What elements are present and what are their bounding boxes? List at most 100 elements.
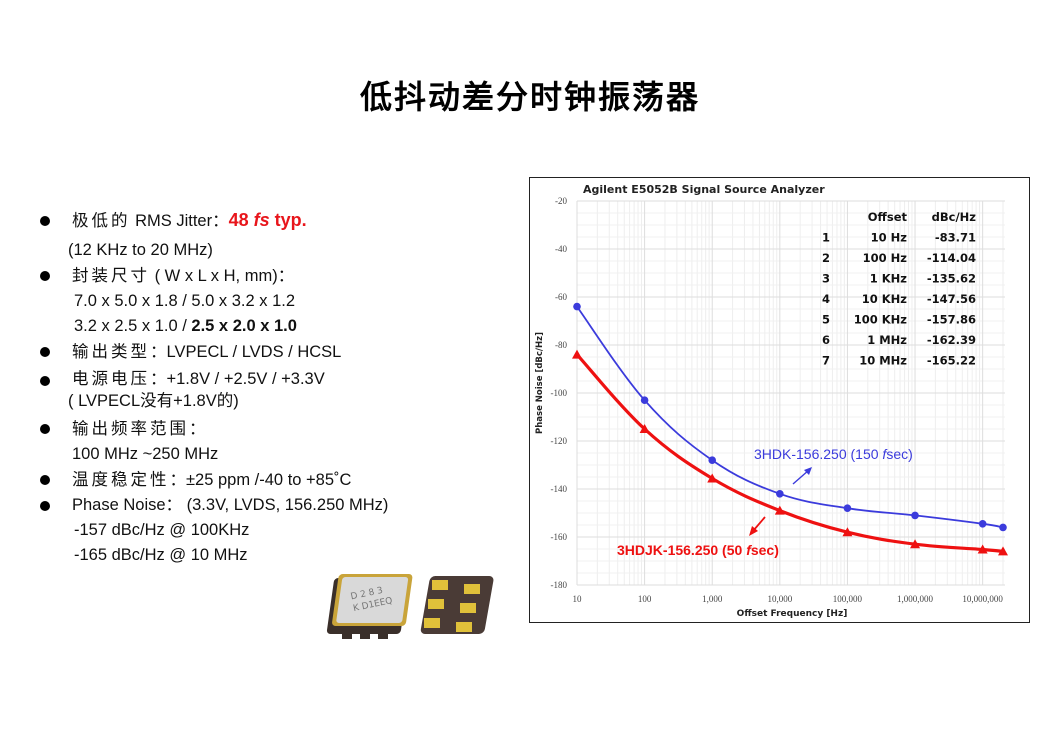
table-row-index: 5 bbox=[822, 313, 830, 327]
spec-line: -157 dBc/Hz @ 100KHz bbox=[74, 521, 250, 539]
jitter-highlight: 48 fs typ. bbox=[228, 210, 307, 230]
spec-phase-noise: Phase Noise： (3.3V, LVDS, 156.250 MHz) -… bbox=[38, 493, 498, 568]
spec-text: ： bbox=[189, 420, 206, 438]
spec-line-text: 3.2 x 2.5 x 1.0 / bbox=[74, 317, 192, 335]
chart-title: Agilent E5052B Signal Source Analyzer bbox=[583, 183, 825, 196]
bullet-icon bbox=[40, 216, 50, 226]
table-row-value: -147.56 bbox=[927, 292, 976, 306]
triangle-marker-icon bbox=[639, 424, 650, 433]
table-row-offset: 10 KHz bbox=[862, 292, 908, 306]
spec-output-type: 输出类型：LVPECL / LVDS / HCSL bbox=[38, 339, 498, 365]
circle-marker-icon bbox=[776, 490, 784, 498]
x-tick-label: 1,000,000 bbox=[897, 594, 934, 604]
table-row-offset: 10 MHz bbox=[859, 354, 907, 368]
triangle-marker-icon bbox=[842, 527, 853, 537]
table-row-value: -83.71 bbox=[935, 231, 976, 245]
triangle-marker-icon bbox=[774, 505, 785, 515]
table-header: Offset bbox=[868, 210, 908, 224]
spec-stability: 温度稳定性：±25 ppm /-40 to +85˚C bbox=[38, 467, 498, 493]
spec-voltage: 电源电压：+1.8V / +2.5V / +3.3V ( LVPECL没有+1.… bbox=[38, 368, 498, 412]
y-tick-label: -80 bbox=[555, 340, 567, 350]
circle-marker-icon bbox=[708, 456, 717, 465]
series-label: 3HDK-156.250 (150 fsec) bbox=[754, 446, 913, 462]
x-tick-label: 1,000 bbox=[702, 594, 723, 604]
spec-text: Phase Noise： (3.3V, LVDS, 156.250 MHz) bbox=[72, 496, 389, 514]
table-row-offset: 1 KHz bbox=[870, 272, 908, 286]
table-row-value: -114.04 bbox=[927, 251, 976, 265]
circle-marker-icon bbox=[999, 523, 1007, 532]
spec-package: 封装尺寸 ( W x L x H, mm)： 7.0 x 5.0 x 1.8 /… bbox=[38, 263, 498, 339]
table-header: dBc/Hz bbox=[932, 210, 977, 224]
spec-sub: (12 KHz to 20 MHz) bbox=[68, 241, 213, 259]
bullet-icon bbox=[40, 501, 50, 511]
spec-label: 极低的 bbox=[72, 211, 131, 230]
circle-marker-icon bbox=[640, 396, 649, 404]
x-tick-label: 10 bbox=[573, 594, 583, 604]
page-title: 低抖动差分时钟振荡器 bbox=[359, 78, 700, 116]
table-row-offset: 100 KHz bbox=[854, 313, 908, 327]
spec-label: 温度稳定性 bbox=[72, 470, 170, 489]
y-tick-label: -160 bbox=[551, 532, 568, 542]
spec-text: ：±25 ppm /-40 to +85˚C bbox=[169, 471, 352, 489]
table-row-index: 7 bbox=[822, 354, 830, 368]
spec-line-bold: 2.5 x 2.0 x 1.0 bbox=[191, 317, 297, 335]
spec-sub: ( LVPECL没有+1.8V的) bbox=[68, 392, 239, 410]
spec-frequency: 输出频率范围： 100 MHz ~250 MHz bbox=[38, 416, 498, 467]
table-row-value: -165.22 bbox=[927, 354, 976, 368]
table-row-index: 3 bbox=[822, 272, 830, 286]
spec-label: 封装尺寸 bbox=[72, 266, 150, 285]
table-row-value: -135.62 bbox=[927, 272, 976, 286]
spec-sub: 100 MHz ~250 MHz bbox=[72, 445, 219, 463]
spec-jitter: 极低的 RMS Jitter：48 fs typ. (12 KHz to 20 … bbox=[38, 208, 498, 263]
circle-marker-icon bbox=[978, 520, 987, 528]
x-tick-label: 10,000,000 bbox=[962, 594, 1003, 604]
bullet-icon bbox=[40, 271, 50, 281]
triangle-marker-icon bbox=[977, 544, 988, 554]
spec-text: ：+1.8V / +2.5V / +3.3V bbox=[150, 370, 325, 388]
oscillator-chips-image: D 2 8 3 K D1EEQ bbox=[326, 574, 494, 639]
x-axis-label: Offset Frequency [Hz] bbox=[737, 609, 848, 619]
triangle-marker-icon bbox=[707, 473, 718, 483]
table-row-value: -162.39 bbox=[927, 333, 976, 347]
x-tick-label: 100 bbox=[638, 594, 652, 604]
arrow-icon bbox=[792, 469, 810, 485]
triangle-marker-icon bbox=[998, 546, 1008, 556]
table-row-offset: 10 Hz bbox=[871, 231, 908, 245]
chart-canvas: -20 -40 -60 -80 -100 -120 -140 -160 -180 10 100 1,0… bbox=[535, 183, 1008, 619]
spec-line: 3.2 x 2.5 x 1.0 / 2.5 x 2.0 x 1.0 bbox=[74, 314, 498, 339]
y-tick-label: -60 bbox=[555, 292, 567, 302]
circle-marker-icon bbox=[573, 302, 581, 311]
spec-label: 输出类型 bbox=[72, 342, 150, 361]
chip-top-view: D 2 8 3 K D1EEQ bbox=[326, 574, 413, 639]
circle-marker-icon bbox=[911, 511, 919, 520]
circle-marker-icon bbox=[843, 504, 852, 512]
arrowhead-icon bbox=[804, 467, 812, 475]
spec-label: 电源电压 bbox=[72, 369, 150, 388]
table-row-value: -157.86 bbox=[927, 313, 976, 327]
table-row-index: 2 bbox=[822, 251, 830, 265]
table-row-index: 6 bbox=[822, 333, 830, 347]
spec-text: ：LVPECL / LVDS / HCSL bbox=[150, 343, 342, 361]
spec-line: 7.0 x 5.0 x 1.8 / 5.0 x 3.2 x 1.2 bbox=[74, 292, 296, 310]
arrowhead-icon bbox=[749, 526, 758, 536]
triangle-marker-icon bbox=[910, 539, 921, 549]
series-label: 3HDJK-156.250 (50 fsec) bbox=[617, 542, 779, 558]
spec-text: RMS Jitter： bbox=[130, 212, 229, 230]
x-tick-label: 100,000 bbox=[833, 594, 863, 604]
spec-label: 输出频率范围 bbox=[72, 419, 189, 438]
table-row-index: 1 bbox=[822, 231, 830, 245]
y-tick-label: -180 bbox=[551, 580, 568, 590]
bullet-icon bbox=[40, 376, 50, 386]
spec-list: 极低的 RMS Jitter：48 fs typ. (12 KHz to 20 … bbox=[38, 208, 498, 568]
table-row-offset: 100 Hz bbox=[863, 251, 908, 265]
bullet-icon bbox=[40, 424, 50, 434]
x-tick-label: 10,000 bbox=[767, 594, 792, 604]
bullet-icon bbox=[40, 475, 50, 485]
table-row-index: 4 bbox=[822, 292, 830, 306]
y-tick-label: -120 bbox=[551, 436, 568, 446]
table-row-offset: 1 MHz bbox=[867, 333, 907, 347]
y-tick-label: -20 bbox=[555, 196, 567, 206]
y-tick-label: -100 bbox=[551, 388, 568, 398]
y-axis-label: Phase Noise [dBc/Hz] bbox=[535, 332, 545, 434]
triangle-marker-icon bbox=[572, 349, 582, 359]
